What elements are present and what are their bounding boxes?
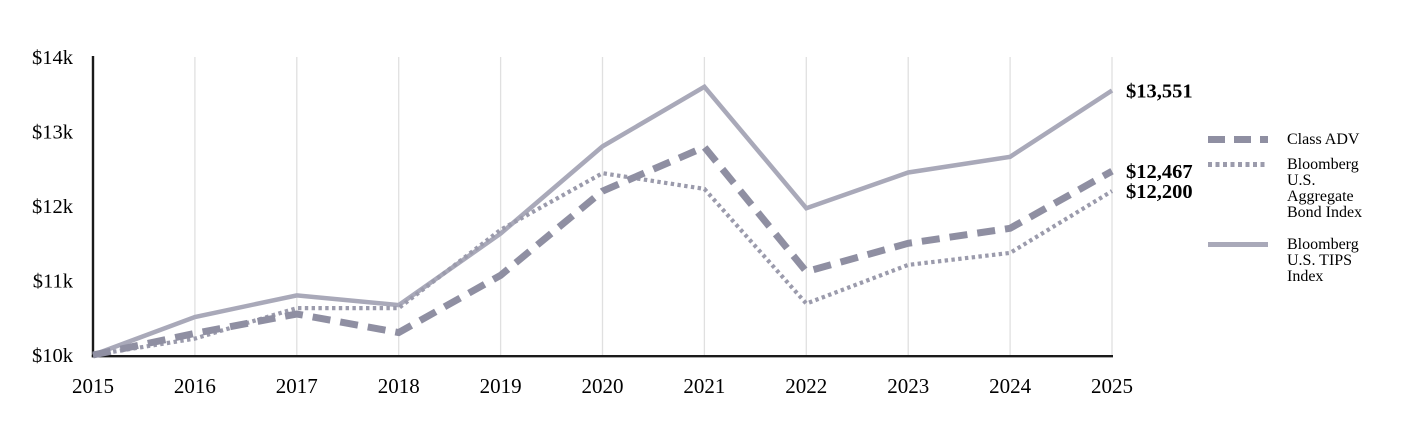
x-axis-tick-label-2023: 2023 (887, 374, 929, 398)
end-value-label-bloomberg-u-s-tips-index: $13,551 (1126, 80, 1193, 102)
dashed-line-sample-icon (1208, 136, 1268, 143)
solid-line-sample-icon (1208, 242, 1268, 247)
series-line-bloomberg-u-s-tips-index (92, 83, 1114, 358)
chart-legend: Class ADV Bloomberg U.S. Aggregate Bond … (1208, 132, 1383, 285)
x-axis-tick-label-2016: 2016 (174, 374, 216, 398)
y-axis-tick-label-10k: $10k (32, 345, 74, 367)
x-axis-tick-label-2022: 2022 (785, 374, 827, 398)
legend-label-tips-index: Bloomberg U.S. TIPS Index (1287, 236, 1359, 285)
y-axis-tick-label-14k: $14k (32, 47, 74, 69)
y-axis-tick-label-11k: $11k (33, 271, 74, 293)
series-line-class-adv (92, 142, 1114, 359)
x-axis-tick-label-2020: 2020 (582, 374, 624, 398)
x-axis-tick-label-2024: 2024 (989, 374, 1032, 398)
x-axis-tick-label-2018: 2018 (378, 374, 420, 398)
x-axis-tick-label-2015: 2015 (72, 374, 114, 398)
y-axis-tick-label-12k: $12k (32, 196, 74, 218)
x-axis-tick-label-2021: 2021 (683, 374, 725, 398)
legend-label-class-adv: Class ADV (1287, 131, 1360, 148)
x-axis-tick-label-2025: 2025 (1091, 374, 1133, 398)
legend-item-aggregate-bond-index: Bloomberg U.S. Aggregate Bond Index (1208, 157, 1383, 221)
y-axis-tick-label-13k: $13k (32, 122, 74, 144)
dotted-line-sample-icon (1208, 162, 1268, 167)
legend-item-tips-index: Bloomberg U.S. TIPS Index (1208, 237, 1383, 285)
legend-item-class-adv: Class ADV (1208, 132, 1383, 148)
x-axis-tick-label-2019: 2019 (480, 374, 522, 398)
x-axis-tick-label-2017: 2017 (276, 374, 318, 398)
legend-label-aggregate-bond-index: Bloomberg U.S. Aggregate Bond Index (1287, 156, 1363, 221)
end-value-label-bloomberg-u-s-aggregate-bond-index: $12,200 (1126, 181, 1193, 203)
end-value-label-class-adv: $12,467 (1126, 161, 1193, 183)
